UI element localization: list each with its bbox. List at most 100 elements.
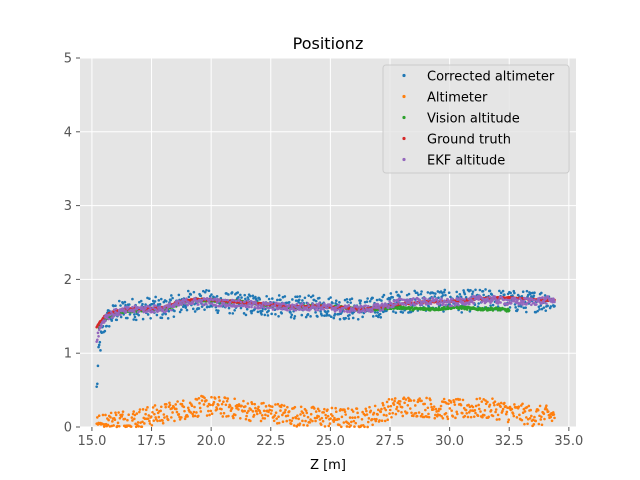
data-point [340,415,344,419]
data-point [513,291,516,295]
data-point [444,303,448,307]
data-point [541,296,544,299]
data-point [128,303,131,306]
data-point [158,305,162,309]
data-point [320,416,324,420]
data-point [463,414,467,418]
data-point [455,410,459,414]
data-point [473,408,477,412]
data-point [167,309,171,313]
data-point [303,296,307,300]
data-point [171,296,174,300]
data-point [126,316,129,320]
data-point [199,410,203,413]
data-point [291,298,294,301]
data-point [371,309,374,313]
data-point [177,293,181,297]
data-point [326,408,329,411]
data-point [260,414,264,417]
data-point [342,306,346,310]
data-point [394,412,398,416]
data-point [251,410,255,413]
data-point [301,302,304,305]
data-point [277,315,280,318]
data-point [335,308,339,312]
data-point [499,401,503,405]
data-point [545,404,548,408]
data-point [236,304,240,308]
data-point [221,415,225,418]
data-point [274,312,277,316]
data-point [304,315,308,319]
data-point [327,297,331,301]
data-point [398,295,401,298]
data-point [262,401,265,405]
data-point [346,300,349,304]
legend-marker [402,115,406,120]
data-point [484,300,488,304]
data-point [332,316,336,320]
data-point [524,297,527,300]
data-point [233,397,236,401]
data-point [351,410,355,413]
data-point [530,303,533,307]
data-point [197,307,201,310]
data-point [383,419,387,423]
data-point [449,401,453,404]
data-point [521,303,524,306]
data-point [235,406,238,410]
data-point [296,414,299,417]
data-point [345,306,348,309]
data-point [249,294,252,298]
data-point [141,408,145,411]
legend: Corrected altimeter Altimeter Vision altit… [382,64,570,174]
data-point [138,310,141,313]
data-point [215,301,219,304]
data-point [439,407,442,411]
data-point [353,309,357,313]
data-point [199,300,203,304]
data-point [281,420,285,424]
data-point [402,396,406,399]
data-point [471,405,475,409]
data-point [479,410,482,413]
data-point [210,293,213,296]
data-point [166,418,170,422]
data-point [420,302,424,306]
data-point [388,408,392,412]
data-point [138,408,142,411]
data-point [277,421,281,425]
data-point [205,288,208,292]
data-point [138,410,141,414]
data-point [306,312,310,316]
data-point [149,307,152,311]
data-point [467,411,471,414]
data-point [193,310,197,313]
data-point [322,411,326,414]
data-point [379,316,383,319]
data-point [244,313,248,317]
data-point [311,302,315,306]
data-point [484,402,488,406]
data-point [406,403,410,407]
data-point [283,411,287,414]
data-point [161,419,164,422]
data-point [348,416,352,419]
data-point [546,410,550,413]
legend-label: EKF altitude [427,154,505,169]
data-point [107,418,110,422]
data-point [174,403,178,406]
data-point [183,417,187,421]
data-point [366,304,370,308]
data-point [260,313,263,316]
data-point [155,313,159,317]
data-point [477,403,480,407]
data-point [378,309,382,312]
data-point [434,292,437,295]
data-point [318,296,321,300]
data-point [414,303,417,306]
data-point [520,295,524,298]
data-point [539,304,543,307]
data-point [499,301,502,304]
data-point [381,295,384,299]
